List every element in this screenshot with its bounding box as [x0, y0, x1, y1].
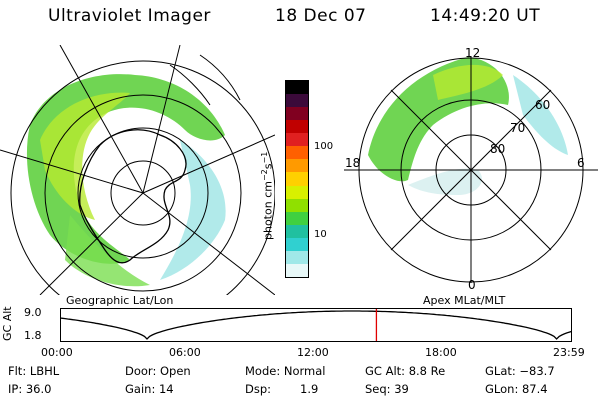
timeline-xtick-1: 06:00	[169, 346, 201, 359]
timeline-ytick-top: 9.0	[24, 306, 42, 319]
colorbar-tick-100: 100	[314, 141, 334, 152]
mlat-label-70: 70	[510, 121, 526, 135]
geographic-caption: Geographic Lat/Lon	[66, 294, 174, 307]
timeline-ytick-bottom: 1.8	[24, 329, 42, 342]
colorbar-swatch	[286, 263, 308, 277]
mlt-label-bottom: 0	[468, 278, 476, 292]
timeline-plot	[60, 308, 572, 342]
colorbar-swatch	[286, 146, 308, 160]
mlt-label-right: 6	[577, 156, 585, 170]
colorbar-swatch	[286, 133, 308, 147]
colorbar-swatch	[286, 159, 308, 173]
colorbar-tick-10: 10	[314, 229, 327, 240]
timeline-xtick-2: 12:00	[297, 346, 329, 359]
mlt-label-top: 12	[465, 46, 481, 60]
timeline-xtick-3: 18:00	[425, 346, 457, 359]
door-info: Door: Open	[125, 364, 191, 378]
timeline-ylabel: GC Alt	[1, 306, 14, 342]
timeline-xtick-4: 23:59	[553, 346, 585, 359]
colorbar-swatch	[286, 224, 308, 238]
colorbar-swatch	[286, 172, 308, 186]
magnetic-polar-plot	[344, 57, 598, 283]
colorbar-unit-label: photon cm−2s−1	[260, 151, 275, 240]
ip-info: IP: 36.0	[8, 382, 52, 396]
dsp-info: Dsp:	[245, 382, 272, 396]
time-label: 14:49:20 UT	[430, 6, 541, 26]
dsp-value: 1.9	[300, 382, 319, 396]
glon-info: GLon: 87.4	[485, 382, 548, 396]
timeline-xtick-0: 00:00	[41, 346, 73, 359]
glat-info: GLat: −83.7	[485, 364, 555, 378]
colorbar-swatch	[286, 185, 308, 199]
mlat-label-60: 60	[535, 98, 551, 112]
instrument-title: Ultraviolet Imager	[48, 6, 211, 26]
colorbar-swatch	[286, 94, 308, 108]
colorbar-swatch	[286, 250, 308, 264]
filter-info: Flt: LBHL	[8, 364, 60, 378]
colorbar-swatch	[286, 81, 308, 95]
date-label: 18 Dec 07	[275, 6, 367, 26]
altitude-curve	[60, 310, 572, 340]
colorbar-swatch	[286, 107, 308, 121]
gc-alt-info: GC Alt: 8.8 Re	[365, 364, 446, 378]
mode-info: Mode: Normal	[245, 364, 326, 378]
gain-info: Gain: 14	[125, 382, 174, 396]
mlat-label-80: 80	[490, 142, 506, 156]
magnetic-caption: Apex MLat/MLT	[423, 294, 506, 307]
geographic-polar-plot	[0, 45, 275, 295]
colorbar-swatch	[286, 211, 308, 225]
seq-info: Seq: 39	[365, 382, 409, 396]
colorbar	[285, 80, 309, 278]
colorbar-swatch	[286, 120, 308, 134]
mlt-label-left: 18	[345, 156, 361, 170]
colorbar-swatch	[286, 237, 308, 251]
colorbar-swatch	[286, 198, 308, 212]
